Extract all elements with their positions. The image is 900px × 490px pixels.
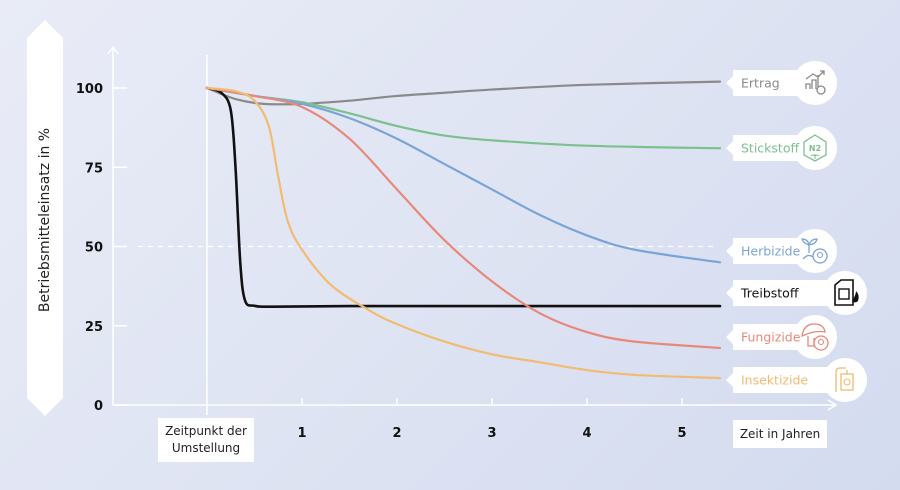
callout-treibstoff: Treibstoff xyxy=(726,271,867,315)
series-line-ertrag xyxy=(205,80,722,106)
series-line-herbizide xyxy=(205,86,722,264)
callout-insektizide: Insektizide xyxy=(726,358,867,402)
callout-box xyxy=(726,324,815,350)
series-label: Herbizide xyxy=(741,244,801,259)
callout-box xyxy=(726,70,815,96)
series-line-stickstoff xyxy=(205,86,722,150)
series-line-fungizide xyxy=(205,86,722,350)
callout-box xyxy=(726,135,815,161)
series-lines xyxy=(205,80,722,380)
fuel-canister-icon xyxy=(834,279,859,306)
callout-herbizide: Herbizide xyxy=(726,229,837,273)
x-axis-arrowhead xyxy=(827,399,838,411)
icon-circle xyxy=(793,61,837,105)
y-tick-label: 75 xyxy=(85,161,103,176)
x-tick-label: 5 xyxy=(677,426,686,441)
x-axis-label: Zeit in Jahren xyxy=(733,420,827,448)
series-line-treibstoff xyxy=(205,86,722,309)
series-callouts: Ertrag Stickstoff N2 Herbizide Treibstoff Fun… xyxy=(726,61,867,402)
mushroom-skull-icon xyxy=(801,323,829,351)
x-origin-label: Zeitpunkt der Umstellung xyxy=(158,418,254,462)
icon-circle xyxy=(823,271,867,315)
x-tick-label: 4 xyxy=(582,426,591,441)
insecticide-sprayer-icon xyxy=(835,367,854,392)
y-axis-arrowhead xyxy=(107,45,119,55)
callout-stickstoff: Stickstoff N2 xyxy=(726,126,837,170)
svg-text:N2: N2 xyxy=(809,144,821,153)
x-tick-label: 3 xyxy=(487,426,496,441)
callout-box xyxy=(726,238,815,264)
series-line-insektizide xyxy=(205,86,722,380)
callout-box xyxy=(726,367,845,393)
series-label: Ertrag xyxy=(741,76,780,91)
y-tick-label: 100 xyxy=(76,82,103,97)
x-tick-label: 2 xyxy=(392,426,401,441)
callout-ertrag: Ertrag xyxy=(726,61,837,105)
y-tick-label: 0 xyxy=(94,399,103,414)
nitrogen-cycle-icon: N2 xyxy=(803,134,827,162)
y-axis-label-arrow-shape xyxy=(27,20,63,416)
y-tick-label: 25 xyxy=(85,320,103,335)
callout-box xyxy=(726,280,845,306)
y-tick-label: 50 xyxy=(85,241,103,256)
axes: 0 25 50 75 100 1 2 3 4 5 xyxy=(76,45,838,441)
icon-circle xyxy=(793,126,837,170)
series-label: Stickstoff xyxy=(741,141,799,156)
x-tick-label: 1 xyxy=(297,426,306,441)
callout-fungizide: Fungizide xyxy=(726,315,837,359)
series-label: Insektizide xyxy=(741,373,808,388)
series-label: Treibstoff xyxy=(740,286,799,301)
series-label: Fungizide xyxy=(741,330,801,345)
y-axis-label: Betriebsmitteleinsatz in % xyxy=(37,127,53,313)
herbicide-plant-icon xyxy=(801,238,828,264)
yield-chart-icon xyxy=(805,70,826,95)
